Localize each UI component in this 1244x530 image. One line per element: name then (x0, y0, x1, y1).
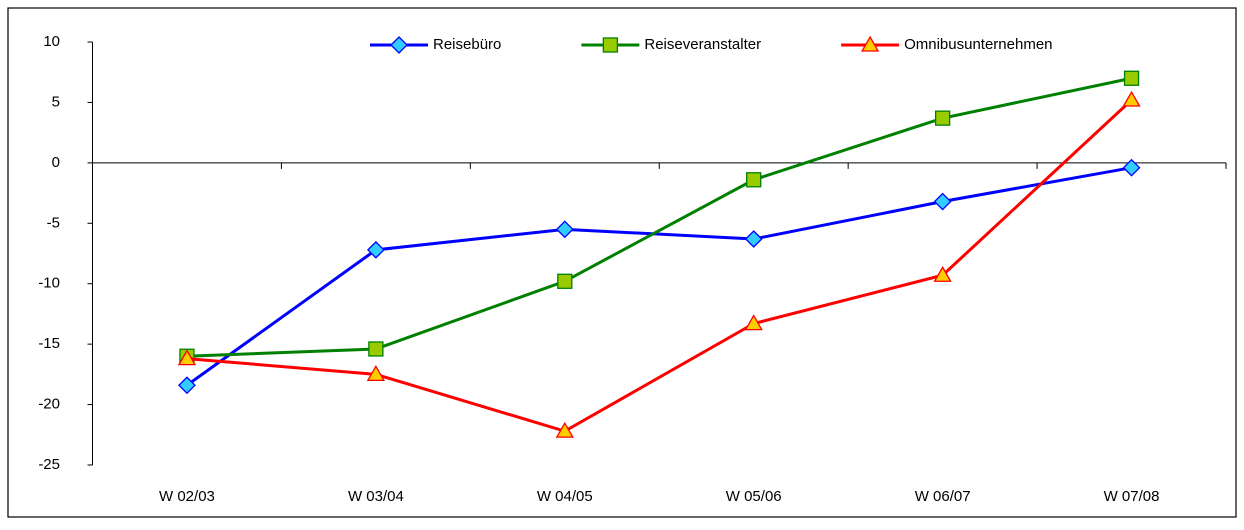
chart-border (7, 7, 1237, 518)
marker (390, 36, 408, 54)
marker (744, 230, 763, 248)
marker (933, 192, 952, 211)
y-tick-label: -25 (38, 456, 60, 473)
marker (933, 265, 952, 282)
marker (744, 314, 763, 331)
marker (366, 240, 385, 259)
x-tick-label: W 02/03 (159, 488, 215, 505)
marker (557, 273, 573, 289)
marker (860, 35, 880, 52)
marker (1122, 158, 1141, 177)
x-tick-label: W 07/08 (1104, 488, 1160, 505)
marker (368, 341, 384, 357)
marker (555, 421, 574, 438)
y-tick-label: -20 (38, 396, 60, 413)
y-tick-label: 5 (52, 93, 60, 110)
marker (602, 37, 619, 53)
marker (366, 365, 385, 382)
series-line (186, 76, 1132, 358)
marker (746, 172, 762, 188)
series-line (186, 166, 1132, 387)
legend-label: Reiseveranstalter (644, 36, 761, 53)
x-tick-label: W 04/05 (537, 488, 593, 505)
x-tick-label: W 05/06 (726, 488, 782, 505)
marker (1122, 90, 1141, 107)
y-tick-label: -5 (47, 214, 60, 231)
x-tick-label: W 03/04 (348, 488, 404, 505)
y-tick-label: 10 (43, 33, 60, 50)
series-line (186, 98, 1133, 433)
legend-label: Reisebüro (433, 36, 501, 53)
legend-label: Omnibusunternehmen (904, 36, 1052, 53)
y-tick-label: -15 (38, 335, 60, 352)
marker (177, 349, 197, 366)
y-tick-label: -10 (38, 275, 60, 292)
y-tick-label: 0 (52, 154, 60, 171)
marker (555, 220, 574, 239)
x-tick-label: W 06/07 (915, 488, 971, 505)
marker (178, 376, 196, 395)
marker (934, 110, 951, 126)
marker (1123, 70, 1140, 86)
